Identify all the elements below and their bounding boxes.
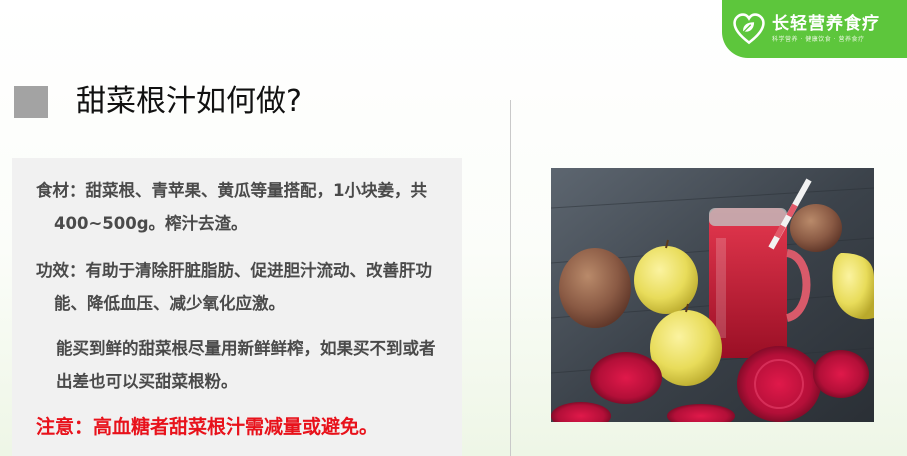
page-title: 甜菜根汁如何做? [76,84,302,119]
benefits-text: 功效：有助于清除肝脏脂肪、促进胆汁流动、改善肝功能、降低血压、减少氧化应激。 [36,261,432,313]
heart-leaf-icon [733,13,765,45]
text-panel: 食材：甜菜根、青苹果、黄瓜等量搭配，1小块姜，共400~500g。榨汁去渣。 功… [12,158,462,456]
title-marker [14,86,48,118]
brand-badge: 长轻营养食疗 科学营养 · 健康饮食 · 营养食疗 [722,0,907,58]
warning-text: 注意：高血糖者甜菜根汁需减量或避免。 [36,416,379,438]
ingredients-text: 食材：甜菜根、青苹果、黄瓜等量搭配，1小块姜，共400~500g。榨汁去渣。 [36,181,427,233]
brand-name: 长轻营养食疗 [772,14,880,34]
beetroot-juice-photo [551,168,874,422]
brand-tagline: 科学营养 · 健康饮食 · 营养食疗 [772,36,865,43]
tip-text: 能买到鲜的甜菜根尽量用新鲜鲜榨，如果买不到或者出差也可以买甜菜根粉。 [56,339,436,391]
vertical-divider [510,100,511,456]
